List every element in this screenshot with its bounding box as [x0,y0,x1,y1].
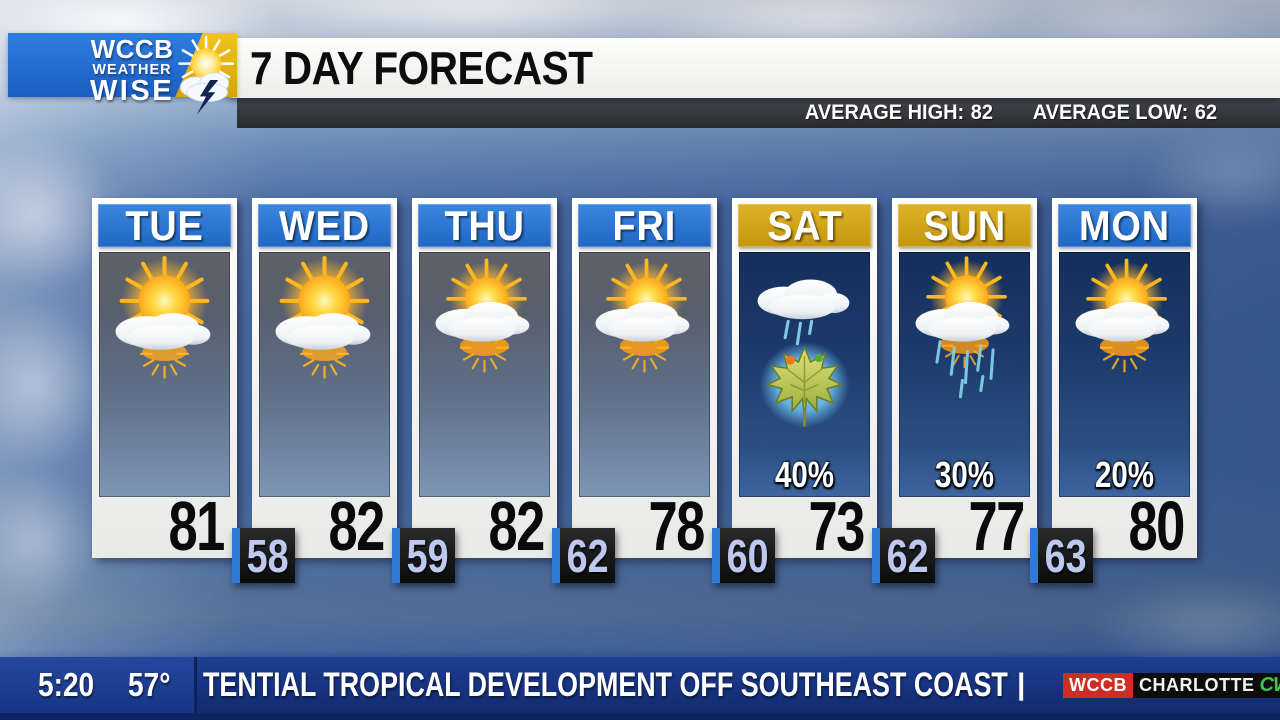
clock-time: 5:20 [38,666,95,703]
current-temp: 57° [128,666,171,703]
high-temp-row: 77 [892,487,1037,565]
average-low: AVERAGE LOW: 62 [1033,101,1217,125]
low-temp-box: 63 [1030,528,1093,583]
weather-panel: 20% [1059,252,1190,497]
high-temp-row: 82 [252,487,397,565]
charlotte-text: CHARLOTTE [1139,675,1255,695]
forecast-card-fri: FRI 78 [572,198,717,565]
day-header: TUE [98,204,231,247]
average-low-value: 62 [1194,101,1217,124]
low-temp: 63 [1044,529,1087,582]
low-temp-box: 62 [872,528,935,583]
low-temp: 60 [726,529,769,582]
weather-icon [899,256,1030,460]
wccb-charlotte-cw-logo: WCCB CHARLOTTE CW [1063,673,1280,698]
average-high: AVERAGE HIGH: 82 [805,101,993,125]
day-header: SAT [738,204,871,247]
forecast-card-wed: WED 82 [252,198,397,565]
high-temp-row: 80 [1052,487,1197,565]
high-temp: 81 [168,487,226,565]
low-temp: 58 [246,529,289,582]
sun-storm-icon [178,35,234,115]
day-header: SUN [898,204,1031,247]
precip-chance: 20% [1094,454,1155,495]
forecast-card-tue: TUE 81 [92,198,237,565]
day-label: FRI [612,202,677,249]
high-temp: 73 [808,487,866,565]
ticker-headline: TENTIAL TROPICAL DEVELOPMENT OFF SOUTHEA… [203,666,1008,704]
low-temp-box: 59 [392,528,455,583]
high-temp: 82 [488,487,546,565]
day-header: WED [258,204,391,247]
weather-icon [1059,256,1190,460]
station-logo: WCCB WEATHER WISE [8,33,237,115]
average-high-value: 82 [970,101,993,124]
average-low-label: AVERAGE LOW: [1032,101,1189,124]
low-temp: 62 [886,529,929,582]
cw-network-icon: CW [1259,674,1280,696]
high-temp: 77 [968,487,1026,565]
high-temp: 80 [1128,487,1186,565]
low-temp-box: 60 [712,528,775,583]
weather-panel [99,252,230,497]
precip-chance: 40% [774,454,835,495]
weather-panel [419,252,550,497]
weather-panel [579,252,710,497]
day-header: THU [418,204,551,247]
wccb-logo-red: WCCB [1063,673,1133,698]
forecast-card-sat: SAT 40% 73 [732,198,877,565]
forecast-card-thu: THU 82 [412,198,557,565]
low-temp-box: 62 [552,528,615,583]
day-label: SAT [766,202,843,249]
forecast-card-mon: MON 20% 80 [1052,198,1197,565]
time-temp-block: 5:20 57° [0,657,197,713]
weather-panel [259,252,390,497]
weather-icon [259,256,390,460]
low-temp: 62 [566,529,609,582]
day-label: MON [1079,202,1170,249]
day-label: SUN [923,202,1006,249]
precip-chance: 30% [934,454,995,495]
forecast-card-sun: SUN 30% 77 [892,198,1037,565]
station-name-line3: WISE [89,75,175,108]
high-temp-row: 81 [92,487,237,565]
average-high-label: AVERAGE HIGH: [804,101,965,124]
high-temp-row: 73 [732,487,877,565]
page-title: 7 DAY FORECAST [250,42,593,94]
low-temp: 59 [406,529,449,582]
station-name-line1: WCCB [90,34,174,64]
high-temp: 78 [648,487,706,565]
day-label: WED [279,202,370,249]
weather-icon [99,256,230,460]
high-temp: 82 [328,487,386,565]
weather-panel: 40% [739,252,870,497]
weather-icon [579,256,710,460]
day-header: MON [1058,204,1191,247]
charlotte-logo-black: CHARLOTTE CW [1133,673,1280,698]
average-stats-bar: AVERAGE HIGH: 82 AVERAGE LOW: 62 [237,98,1280,128]
station-name: WCCB WEATHER WISE [82,36,182,107]
day-header: FRI [578,204,711,247]
day-label: TUE [125,202,204,249]
high-temp-row: 82 [412,487,557,565]
weather-icon [419,256,550,460]
weather-panel: 30% [899,252,1030,497]
weather-icon [739,256,870,460]
high-temp-row: 78 [572,487,717,565]
title-bar: 7 DAY FORECAST [230,38,1280,98]
day-label: THU [444,202,525,249]
ticker-separator: | [1017,668,1026,701]
cloud-decoration [270,0,700,40]
cloud-decoration [0,470,100,610]
low-temp-box: 58 [232,528,295,583]
ticker-bottom-strip [0,713,1280,720]
station-name-line2: WEATHER [92,61,172,78]
